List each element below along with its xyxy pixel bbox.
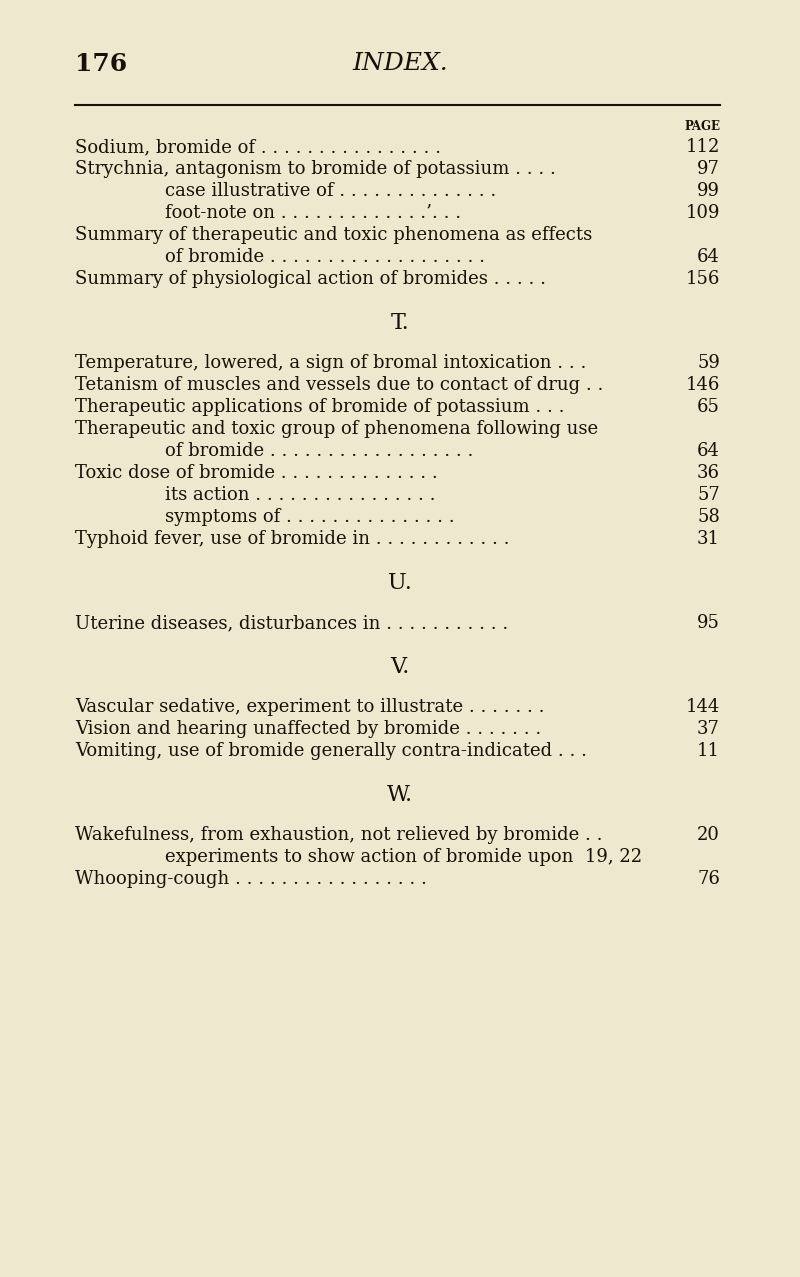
Text: foot-note on . . . . . . . . . . . . .’. . .: foot-note on . . . . . . . . . . . . .’.…: [165, 204, 461, 222]
Text: 97: 97: [697, 160, 720, 178]
Text: Therapeutic and toxic group of phenomena following use: Therapeutic and toxic group of phenomena…: [75, 420, 598, 438]
Text: 36: 36: [697, 464, 720, 481]
Text: 11: 11: [697, 742, 720, 760]
Text: Vomiting, use of bromide generally contra-indicated . . .: Vomiting, use of bromide generally contr…: [75, 742, 587, 760]
Text: Vision and hearing unaffected by bromide . . . . . . .: Vision and hearing unaffected by bromide…: [75, 720, 542, 738]
Text: its action . . . . . . . . . . . . . . . .: its action . . . . . . . . . . . . . . .…: [165, 487, 435, 504]
Text: of bromide . . . . . . . . . . . . . . . . . .: of bromide . . . . . . . . . . . . . . .…: [165, 442, 474, 460]
Text: 59: 59: [697, 354, 720, 372]
Text: T.: T.: [390, 312, 410, 335]
Text: 31: 31: [697, 530, 720, 548]
Text: 176: 176: [75, 52, 127, 77]
Text: 156: 156: [686, 269, 720, 289]
Text: 37: 37: [697, 720, 720, 738]
Text: 99: 99: [697, 183, 720, 200]
Text: INDEX.: INDEX.: [352, 52, 448, 75]
Text: 20: 20: [697, 826, 720, 844]
Text: Summary of therapeutic and toxic phenomena as effects: Summary of therapeutic and toxic phenome…: [75, 226, 592, 244]
Text: V.: V.: [390, 656, 410, 678]
Text: Sodium, bromide of . . . . . . . . . . . . . . . .: Sodium, bromide of . . . . . . . . . . .…: [75, 138, 441, 156]
Text: case illustrative of . . . . . . . . . . . . . .: case illustrative of . . . . . . . . . .…: [165, 183, 496, 200]
Text: 95: 95: [697, 614, 720, 632]
Text: 112: 112: [686, 138, 720, 156]
Text: of bromide . . . . . . . . . . . . . . . . . . .: of bromide . . . . . . . . . . . . . . .…: [165, 248, 485, 266]
Text: Whooping-cough . . . . . . . . . . . . . . . . .: Whooping-cough . . . . . . . . . . . . .…: [75, 870, 427, 888]
Text: experiments to show action of bromide upon  19, 22: experiments to show action of bromide up…: [165, 848, 642, 866]
Text: 64: 64: [697, 442, 720, 460]
Text: symptoms of . . . . . . . . . . . . . . .: symptoms of . . . . . . . . . . . . . . …: [165, 508, 454, 526]
Text: 64: 64: [697, 248, 720, 266]
Text: Strychnia, antagonism to bromide of potassium . . . .: Strychnia, antagonism to bromide of pota…: [75, 160, 556, 178]
Text: 109: 109: [686, 204, 720, 222]
Text: Tetanism of muscles and vessels due to contact of drug . .: Tetanism of muscles and vessels due to c…: [75, 375, 603, 395]
Text: Summary of physiological action of bromides . . . . .: Summary of physiological action of bromi…: [75, 269, 546, 289]
Text: 65: 65: [697, 398, 720, 416]
Text: Toxic dose of bromide . . . . . . . . . . . . . .: Toxic dose of bromide . . . . . . . . . …: [75, 464, 438, 481]
Text: Typhoid fever, use of bromide in . . . . . . . . . . . .: Typhoid fever, use of bromide in . . . .…: [75, 530, 510, 548]
Text: PAGE: PAGE: [684, 120, 720, 133]
Text: 58: 58: [697, 508, 720, 526]
Text: 146: 146: [686, 375, 720, 395]
Text: 57: 57: [698, 487, 720, 504]
Text: U.: U.: [388, 572, 412, 594]
Text: 144: 144: [686, 699, 720, 716]
Text: Uterine diseases, disturbances in . . . . . . . . . . .: Uterine diseases, disturbances in . . . …: [75, 614, 508, 632]
Text: W.: W.: [387, 784, 413, 806]
Text: 76: 76: [697, 870, 720, 888]
Text: Wakefulness, from exhaustion, not relieved by bromide . .: Wakefulness, from exhaustion, not reliev…: [75, 826, 602, 844]
Text: Temperature, lowered, a sign of bromal intoxication . . .: Temperature, lowered, a sign of bromal i…: [75, 354, 586, 372]
Text: Vascular sedative, experiment to illustrate . . . . . . .: Vascular sedative, experiment to illustr…: [75, 699, 545, 716]
Text: Therapeutic applications of bromide of potassium . . .: Therapeutic applications of bromide of p…: [75, 398, 565, 416]
